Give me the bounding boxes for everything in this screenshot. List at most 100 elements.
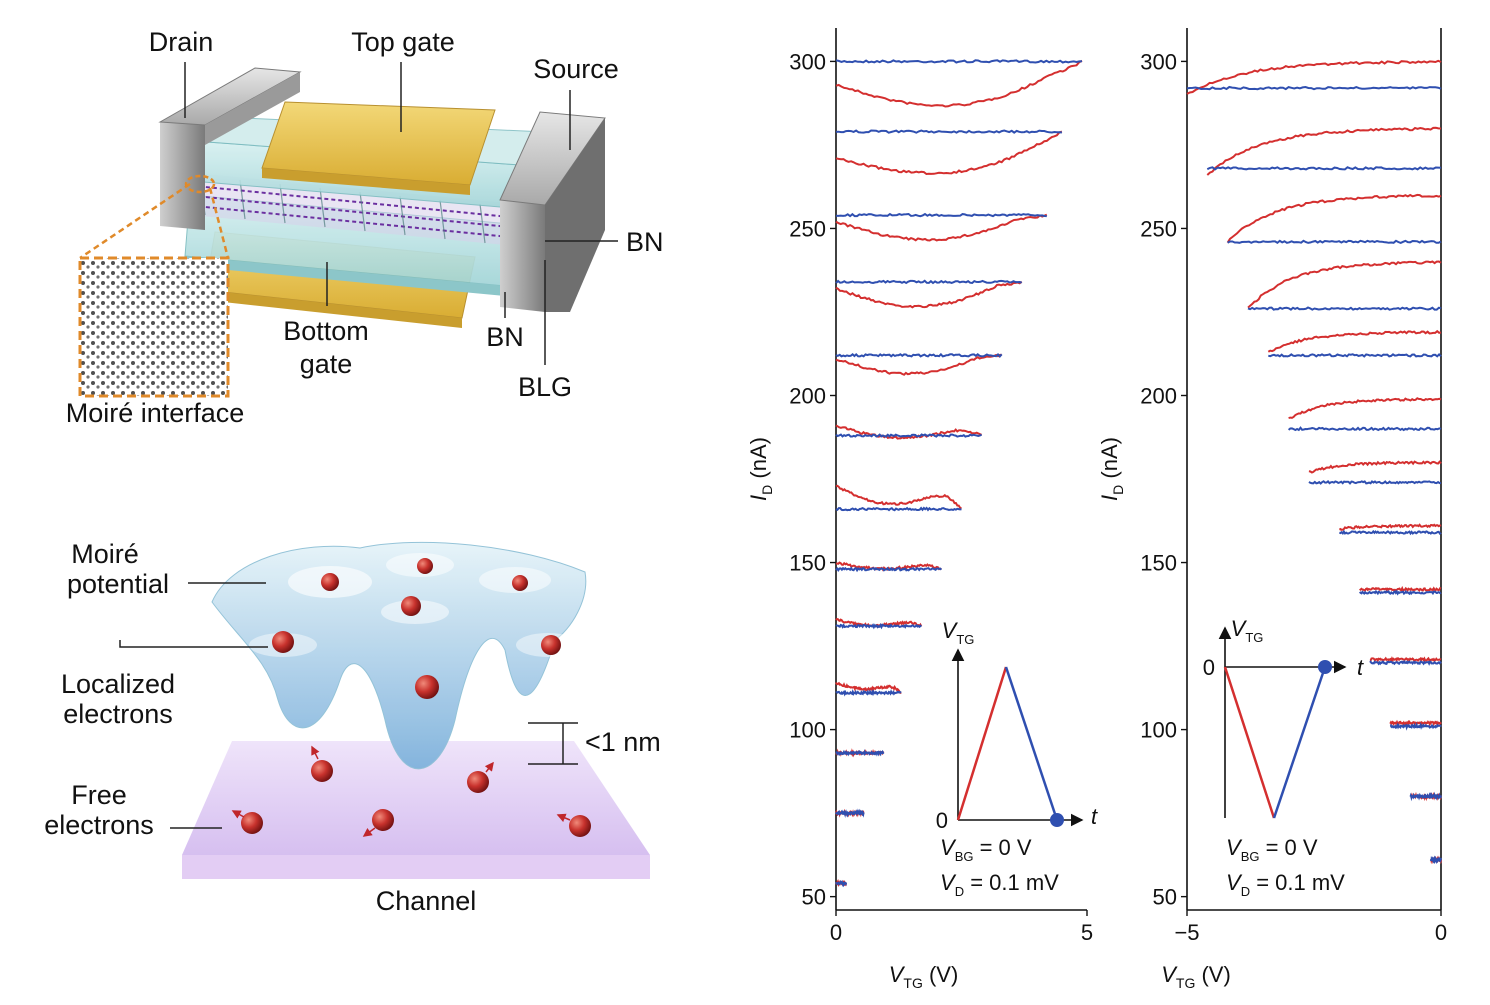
hysteresis-loop [1369,656,1442,666]
vbg-label: VBG = 0 V [1226,835,1318,864]
device-schematic [78,62,618,398]
bn-bottom-label: BN [486,322,524,352]
inset-up-ramp [1272,666,1327,819]
localized-electron [272,631,294,653]
hysteresis-loop [1409,791,1442,802]
hysteresis-loop [835,129,1063,176]
sweep-up-line [835,681,902,695]
hysteresis-loop [835,424,983,440]
hysteresis-loop [1308,460,1442,485]
channel-label: Channel [375,886,477,916]
free-electron [311,745,333,782]
sweep-up-line [835,280,1023,309]
hysteresis-loop [835,59,1083,108]
drain-electrode [158,67,302,230]
inset-x-label: t [1091,804,1098,829]
sweep-down-line [1429,855,1442,865]
sweep-down-line [835,689,902,697]
y-tick-label: 250 [789,216,826,241]
hysteresis-loop [835,618,923,630]
drain-label: Drain [148,27,214,57]
free-electron [556,813,591,837]
sweep-down-line [1389,721,1442,731]
moire-interface-label: Moiré interface [65,398,245,428]
y-tick-label: 100 [789,718,826,743]
voltage-sweep-inset: VTG t 0 VBG = 0 V VD = 0.1 mV [1203,616,1364,899]
sweep-down-line [835,808,865,819]
top-gate-label: Top gate [351,27,455,57]
bottom-gate-label-line1: Bottom [283,316,369,346]
sweep-down-line [835,506,962,512]
sweep-up-line [1206,126,1442,176]
hysteresis-loop [1338,523,1442,536]
sweep-up-line [1267,329,1442,353]
vd-label: VD = 0.1 mV [1226,870,1345,899]
y-tick-label: 50 [1153,885,1177,910]
sweep-down-line [1358,589,1442,596]
localized-electrons-label-line1: Localized [60,669,176,699]
sweep-down-line [1308,480,1442,485]
hysteresis-loop [1186,59,1442,95]
inset-origin-label: 0 [1203,655,1215,680]
sweep-up-line [1369,656,1442,663]
hysteresis-loop [1206,126,1442,176]
y-tick-label: 100 [1140,718,1177,743]
inset-origin-label: 0 [936,808,948,833]
free-electrons-label-line2: electrons [44,810,154,840]
blg-label: BLG [517,372,573,402]
inset-end-dot [1050,813,1064,827]
inset-x-label: t [1357,655,1364,680]
y-tick-label: 250 [1140,216,1177,241]
vbg-label: VBG = 0 V [940,835,1032,864]
moire-potential-schematic [119,541,650,879]
sweep-up-line [1247,260,1442,309]
hysteresis-loop [1429,855,1442,865]
y-tick-label: 200 [1140,384,1177,409]
hysteresis-loop [1267,329,1442,358]
localized-electron [541,635,561,655]
y-axis-title: ID (nA) [1097,437,1126,501]
source-electrode [499,111,606,312]
inset-end-dot [1318,660,1332,674]
localized-electron [417,558,433,574]
sweep-down-line [835,212,1047,218]
hysteresis-loop [835,212,1048,242]
sweep-down-line [835,623,923,630]
bn-top-label: BN [626,227,664,257]
sweep-down-line [1287,426,1442,432]
localized-electrons [272,558,561,699]
sweep-down-line [1206,166,1442,171]
sweep-down-line [1186,85,1442,91]
sweep-up-line [1186,59,1442,95]
sweep-down-line [1409,791,1442,802]
sweep-down-line [835,879,847,888]
sweep-down-line [1247,306,1442,311]
free-electrons-label-line1: Free [71,780,127,810]
inset-down-ramp [1004,666,1059,821]
sweep-down-line [835,59,1083,64]
inset-y-label: VTG [942,618,975,647]
sweep-down-line [1338,529,1442,536]
sweep-up-line [1338,523,1442,531]
sweep-down-line [835,748,885,757]
hysteresis-loop [1226,193,1442,245]
x-tick-label: 0 [830,920,842,945]
y-tick-label: 200 [789,384,826,409]
hysteresis-loop [1247,260,1442,311]
sweep-down-line [835,129,1063,134]
localized-electron [401,596,421,616]
moire-potential-label-line2: potential [66,569,170,599]
sweep-up-line [1359,585,1442,593]
sweep-up-line [835,130,1063,176]
inset-down-ramp [1223,666,1276,819]
sweep-down-line [1227,239,1442,245]
hysteresis-loop [835,352,1003,376]
sweep-up-line [1226,193,1442,244]
y-tick-label: 150 [1140,551,1177,576]
free-electron [362,809,394,837]
top-gate-electrode [261,101,496,195]
hysteresis-loop [835,484,962,512]
vd-label: VD = 0.1 mV [940,870,1059,899]
